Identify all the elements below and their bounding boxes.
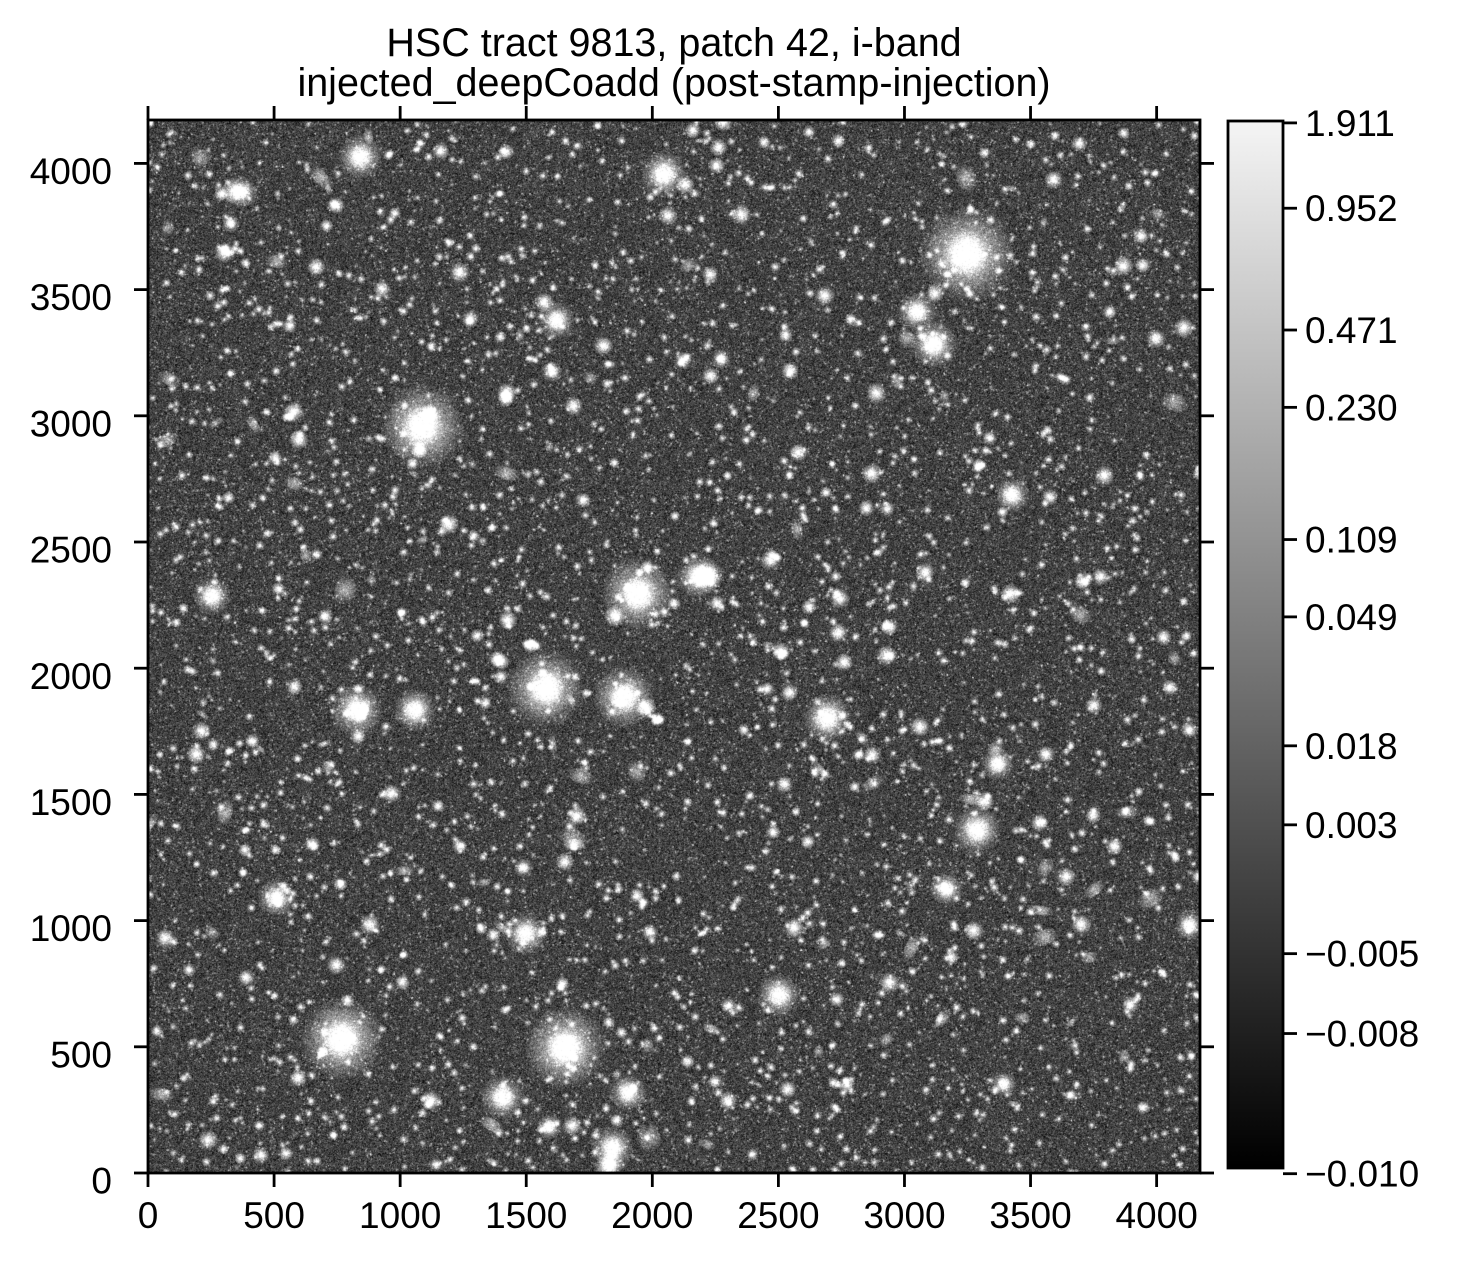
svg-text:0.230: 0.230: [1305, 387, 1398, 428]
svg-text:3000: 3000: [863, 1195, 945, 1236]
svg-text:3500: 3500: [30, 277, 112, 318]
svg-text:1500: 1500: [30, 782, 112, 823]
svg-text:0.471: 0.471: [1305, 310, 1398, 351]
svg-text:2500: 2500: [737, 1195, 819, 1236]
svg-text:1500: 1500: [485, 1195, 567, 1236]
svg-text:0.109: 0.109: [1305, 520, 1398, 561]
svg-text:1.911: 1.911: [1305, 103, 1395, 144]
svg-text:3000: 3000: [30, 403, 112, 444]
svg-text:2000: 2000: [611, 1195, 693, 1236]
svg-text:0: 0: [91, 1161, 112, 1202]
svg-text:−0.005: −0.005: [1305, 934, 1419, 975]
svg-text:3500: 3500: [989, 1195, 1071, 1236]
svg-text:4000: 4000: [1115, 1195, 1197, 1236]
svg-text:0.018: 0.018: [1305, 726, 1398, 767]
svg-text:2500: 2500: [30, 530, 112, 571]
svg-text:0.952: 0.952: [1305, 188, 1398, 229]
svg-text:4000: 4000: [30, 151, 112, 192]
svg-text:0.049: 0.049: [1305, 597, 1398, 638]
svg-text:500: 500: [243, 1195, 305, 1236]
svg-text:2000: 2000: [30, 656, 112, 697]
svg-text:0.003: 0.003: [1305, 805, 1398, 846]
svg-text:500: 500: [50, 1034, 112, 1075]
svg-text:1000: 1000: [359, 1195, 441, 1236]
svg-text:1000: 1000: [30, 908, 112, 949]
svg-text:−0.008: −0.008: [1305, 1014, 1419, 1055]
svg-text:0: 0: [138, 1195, 159, 1236]
svg-text:−0.010: −0.010: [1305, 1154, 1419, 1195]
